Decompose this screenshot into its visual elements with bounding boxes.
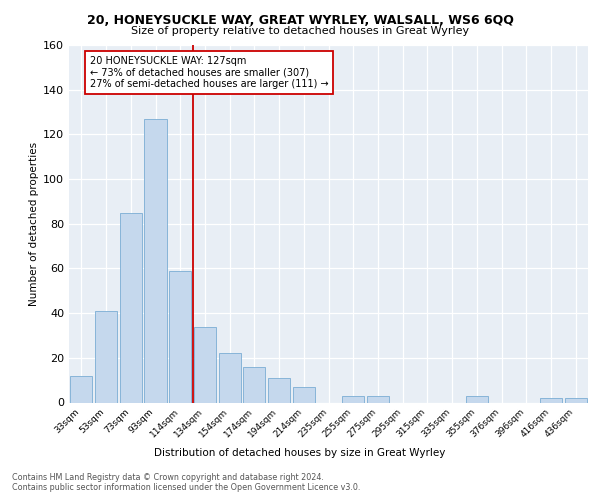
Bar [466, 396, 488, 402]
Text: Contains public sector information licensed under the Open Government Licence v3: Contains public sector information licen… [12, 482, 361, 492]
Bar [565, 398, 587, 402]
Bar [95, 311, 117, 402]
Text: Contains HM Land Registry data © Crown copyright and database right 2024.: Contains HM Land Registry data © Crown c… [12, 472, 324, 482]
Text: 20, HONEYSUCKLE WAY, GREAT WYRLEY, WALSALL, WS6 6QQ: 20, HONEYSUCKLE WAY, GREAT WYRLEY, WALSA… [86, 14, 514, 27]
Y-axis label: Number of detached properties: Number of detached properties [29, 142, 39, 306]
Text: Size of property relative to detached houses in Great Wyrley: Size of property relative to detached ho… [131, 26, 469, 36]
Bar [145, 118, 167, 403]
Bar [293, 387, 315, 402]
Bar [268, 378, 290, 402]
Bar [194, 326, 216, 402]
Bar [70, 376, 92, 402]
Text: Distribution of detached houses by size in Great Wyrley: Distribution of detached houses by size … [154, 448, 446, 458]
Text: 20 HONEYSUCKLE WAY: 127sqm
← 73% of detached houses are smaller (307)
27% of sem: 20 HONEYSUCKLE WAY: 127sqm ← 73% of deta… [90, 56, 329, 90]
Bar [218, 354, 241, 403]
Bar [243, 367, 265, 402]
Bar [169, 270, 191, 402]
Bar [540, 398, 562, 402]
Bar [367, 396, 389, 402]
Bar [119, 212, 142, 402]
Bar [342, 396, 364, 402]
